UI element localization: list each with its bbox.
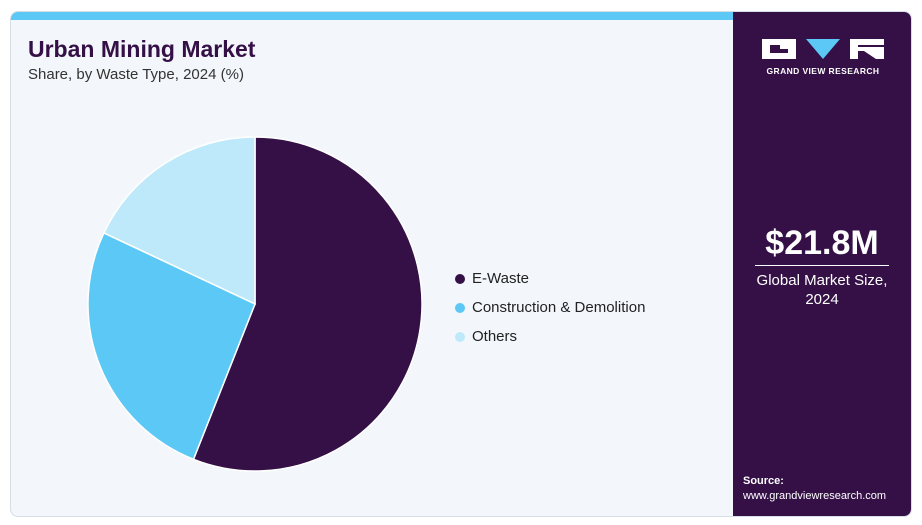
chart-legend: E-Waste Construction & Demolition Others: [455, 264, 645, 351]
legend-swatch: [455, 302, 465, 313]
legend-label: E-Waste: [472, 270, 529, 287]
legend-item: E-Waste: [455, 264, 645, 293]
pie-slice-construction-demolition: [87, 231, 256, 461]
source-label: Source:: [743, 475, 784, 487]
pie-slice-others: [102, 136, 256, 306]
accent-bar: [11, 12, 733, 20]
brand-name: GRAND VIEW RESEARCH: [766, 66, 880, 76]
pie-slices: [87, 136, 423, 472]
chart-subtitle: Share, by Waste Type, 2024 (%): [28, 66, 244, 83]
chart-title: Urban Mining Market: [28, 36, 256, 62]
legend-item: Construction & Demolition: [455, 293, 645, 322]
logo-mark-icon: [762, 39, 884, 59]
pie-chart: [87, 136, 423, 472]
legend-item: Others: [455, 322, 645, 351]
market-size-label: Global Market Size, 2024: [756, 272, 888, 308]
legend-label: Construction & Demolition: [472, 299, 646, 316]
chart-card: Urban Mining Market Share, by Waste Type…: [10, 11, 912, 517]
pie-slice-e-waste: [192, 136, 423, 472]
legend-label: Others: [472, 328, 518, 345]
market-size-value: $21.8M: [765, 224, 879, 262]
divider: [755, 265, 889, 266]
brand-logo: GRAND VIEW RESEARCH: [758, 36, 888, 76]
sidebar: GRAND VIEW RESEARCH $21.8M Global Market…: [733, 12, 911, 516]
source-link[interactable]: www.grandviewresearch.com: [743, 490, 887, 502]
legend-swatch: [455, 273, 465, 284]
legend-swatch: [455, 331, 465, 342]
